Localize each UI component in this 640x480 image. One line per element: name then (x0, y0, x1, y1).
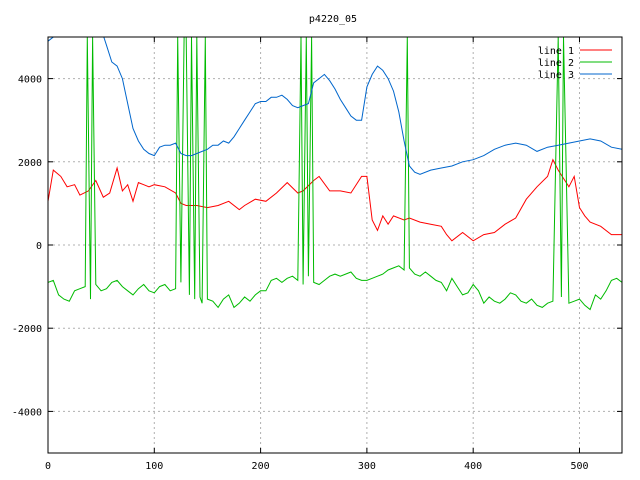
x-tick-label: 200 (252, 461, 270, 472)
series-line-1 (48, 158, 622, 242)
series-line-3 (48, 37, 622, 175)
plot-frame (47, 36, 623, 454)
y-tick-label: 4000 (18, 75, 42, 86)
y-tick-label: 0 (36, 241, 42, 252)
x-tick-label: 100 (145, 461, 163, 472)
y-tick-label: 2000 (18, 158, 42, 169)
legend-label: line 1 (538, 46, 574, 57)
legend-label: line 3 (538, 70, 574, 81)
x-tick-label: 400 (464, 461, 482, 472)
y-tick-label: -4000 (12, 407, 42, 418)
axis-ticks: 0 100 200 300 400 500 -4000 -2000 0 2000 4000 (12, 37, 622, 472)
y-tick-label: -2000 (12, 324, 42, 335)
legend-label: line 2 (538, 58, 574, 69)
series-line-2 (48, 37, 622, 311)
x-tick-label: 500 (570, 461, 588, 472)
chart-title: p4220_05 (309, 14, 357, 25)
series-lines (48, 37, 622, 311)
grid-lines (48, 37, 622, 453)
x-tick-label: 0 (45, 461, 51, 472)
x-tick-label: 300 (358, 461, 376, 472)
